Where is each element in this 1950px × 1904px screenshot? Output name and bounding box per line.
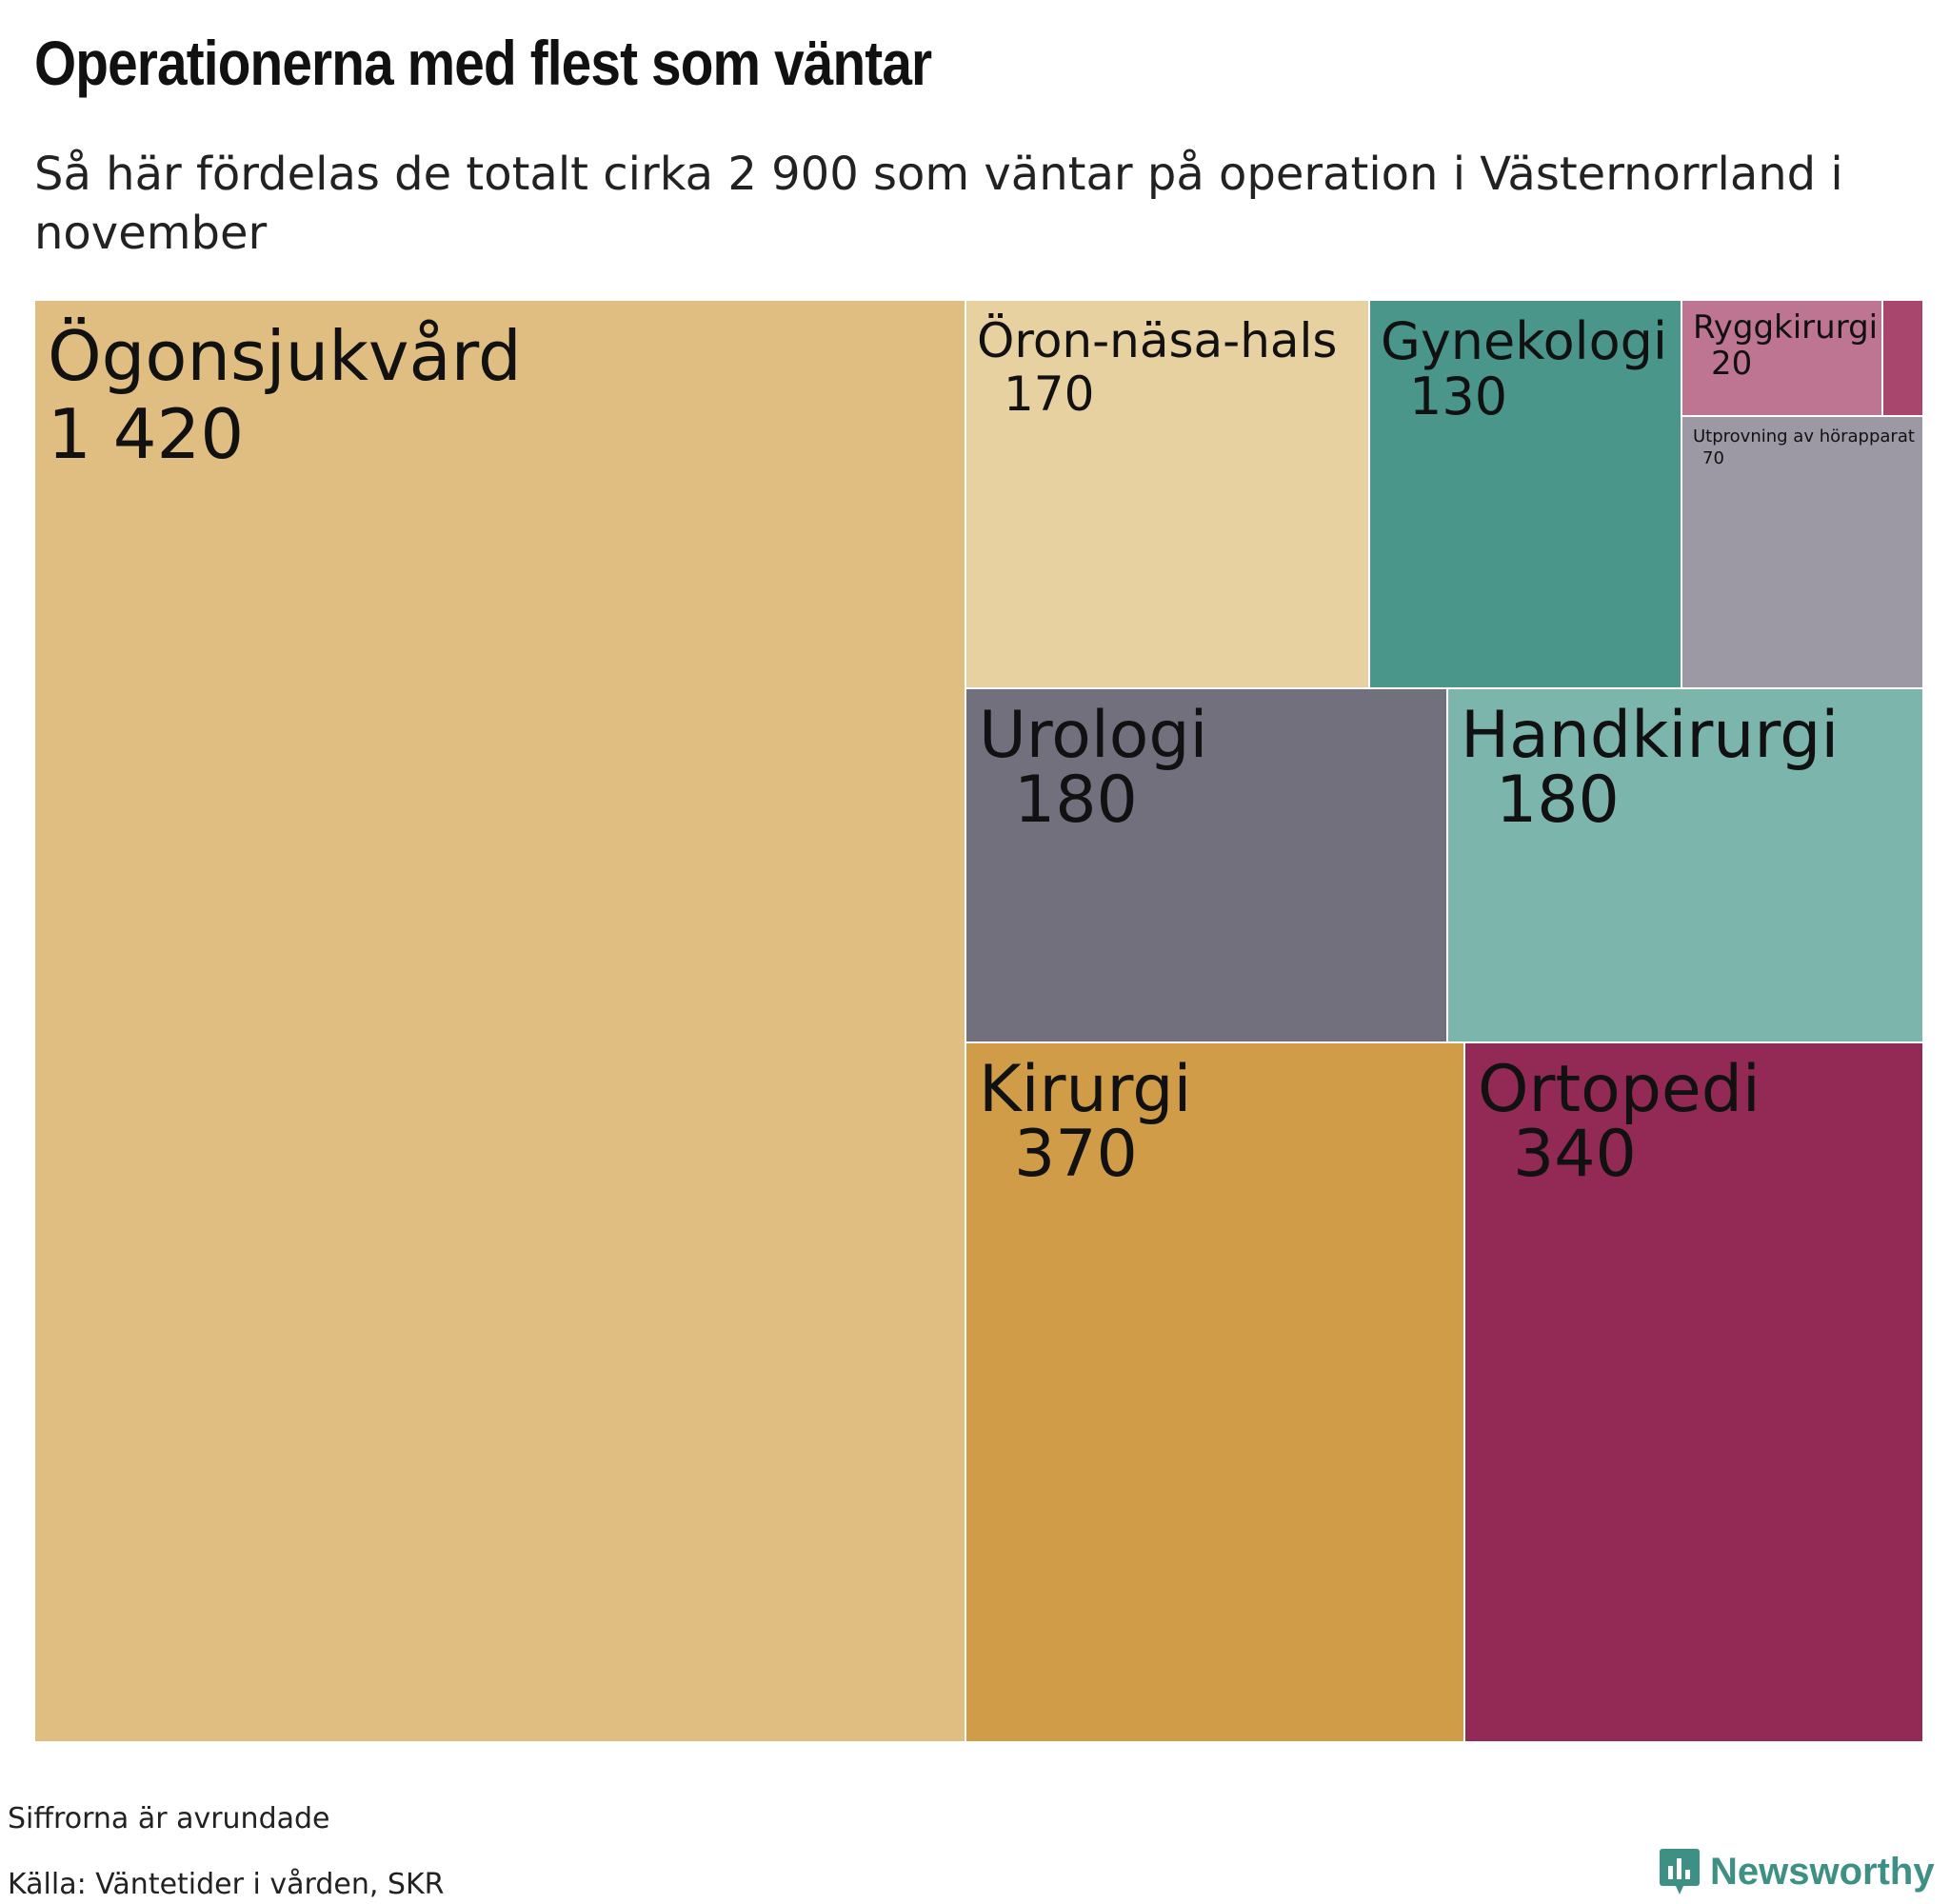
- treemap-rect: [1463, 1041, 1924, 1743]
- treemap-value: 70: [1702, 448, 1724, 468]
- treemap-value: 1 420: [48, 394, 244, 474]
- treemap-label: Handkirurgi: [1461, 698, 1839, 773]
- treemap-rect: [965, 1041, 1465, 1743]
- treemap-value: 170: [1004, 367, 1094, 422]
- treemap-rect: [33, 299, 966, 1743]
- treemap-label: Ortopedi: [1478, 1052, 1761, 1127]
- treemap-value: 180: [1496, 763, 1620, 838]
- treemap-label: Urologi: [979, 698, 1207, 773]
- chart-subtitle: Så här fördelas de totalt cirka 2 900 so…: [34, 148, 1843, 260]
- treemap-value: 180: [1014, 763, 1138, 838]
- treemap-value: 130: [1409, 367, 1507, 426]
- source-note: Källa: Väntetider i vården, SKR: [8, 1868, 445, 1901]
- brand-name: Newsworthy: [1710, 1850, 1935, 1893]
- treemap-label: Öron-näsa-hals: [977, 313, 1337, 368]
- newsworthy-logo-icon: [1660, 1849, 1700, 1894]
- newsworthy-logo: Newsworthy: [1659, 1847, 1935, 1896]
- treemap-value: 20: [1711, 345, 1752, 383]
- treemap-cell-unnamed: [1881, 299, 1924, 417]
- rounding-note: Siffrorna är avrundade: [8, 1802, 330, 1835]
- treemap-label: Utprovning av hörapparat: [1693, 426, 1915, 446]
- treemap-label: Ryggkirurgi: [1693, 308, 1878, 347]
- treemap-rect: [1368, 299, 1682, 689]
- treemap-label: Kirurgi: [979, 1052, 1191, 1127]
- treemap-value: 340: [1513, 1117, 1637, 1192]
- treemap-label: Gynekologi: [1381, 311, 1667, 371]
- treemap-value: 370: [1014, 1117, 1138, 1192]
- treemap-label: Ögonsjukvård: [48, 316, 522, 396]
- treemap-rect: [1881, 299, 1924, 417]
- chart-title: Operationerna med flest som väntar: [34, 28, 932, 98]
